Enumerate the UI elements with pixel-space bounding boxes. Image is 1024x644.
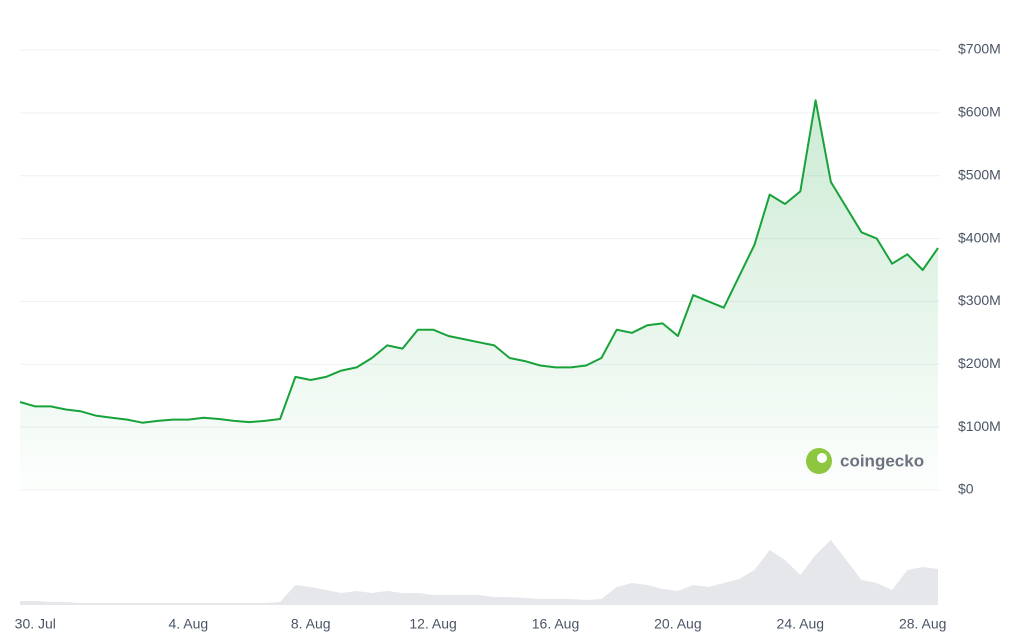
x-tick-label: 30. Jul [15, 616, 56, 632]
y-tick-label: $300M [958, 292, 1001, 308]
x-tick-label: 16. Aug [532, 616, 580, 632]
watermark-text: coingecko [840, 451, 924, 470]
x-tick-label: 4. Aug [168, 616, 208, 632]
watermark-icon-eye [817, 453, 827, 463]
x-tick-label: 20. Aug [654, 616, 702, 632]
y-tick-label: $400M [958, 229, 1001, 245]
y-tick-label: $500M [958, 166, 1001, 182]
x-tick-label: 8. Aug [291, 616, 331, 632]
x-tick-label: 12. Aug [409, 616, 457, 632]
y-tick-label: $700M [958, 41, 1001, 57]
x-tick-label: 24. Aug [777, 616, 825, 632]
y-tick-label: $600M [958, 104, 1001, 120]
volume-area [20, 540, 938, 605]
y-tick-label: $0 [958, 481, 974, 497]
y-tick-label: $100M [958, 418, 1001, 434]
area-fill [20, 100, 938, 491]
line [19, 99, 939, 424]
watermark: coingecko [806, 448, 924, 474]
x-tick-label: 28. Aug [899, 616, 947, 632]
y-tick-label: $200M [958, 355, 1001, 371]
